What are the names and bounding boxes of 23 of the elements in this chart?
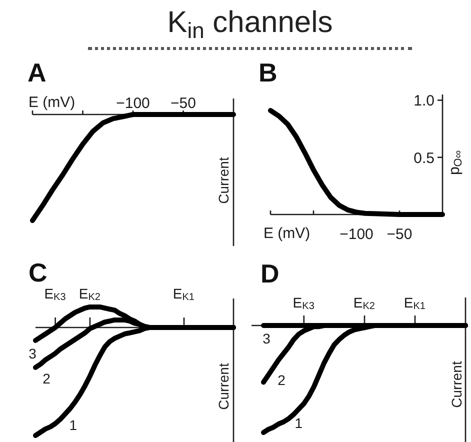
series-label: 2 [42, 370, 51, 386]
y-tick-label: 0.5 [414, 150, 435, 167]
series-label: 3 [262, 330, 271, 346]
series-label: 1 [294, 414, 303, 431]
x-axis-title: E (mV) [264, 225, 310, 242]
y-axis-title: Current [216, 363, 232, 410]
series-label: 2 [278, 372, 286, 388]
x-tick-label: −50 [170, 95, 196, 112]
x-axis-title: E (mV) [28, 94, 76, 111]
chart-title: C [28, 258, 48, 288]
chart-title: D [260, 258, 280, 288]
y-axis-title: pO∞ [446, 150, 465, 176]
y-tick-label: 1.0 [414, 92, 435, 110]
x-tick-label: −50 [386, 226, 412, 243]
x-tick-label: −100 [116, 95, 150, 112]
series-label: 3 [28, 345, 37, 362]
series-label: 1 [69, 416, 78, 433]
y-axis-title: Current [448, 361, 464, 408]
x-tick-label: −100 [340, 226, 374, 243]
chart-title: A [28, 58, 46, 88]
y-axis-title: Current [216, 157, 232, 204]
chart-title: B [258, 58, 278, 88]
text: K$_{in}$ channels [88, 0, 412, 50]
